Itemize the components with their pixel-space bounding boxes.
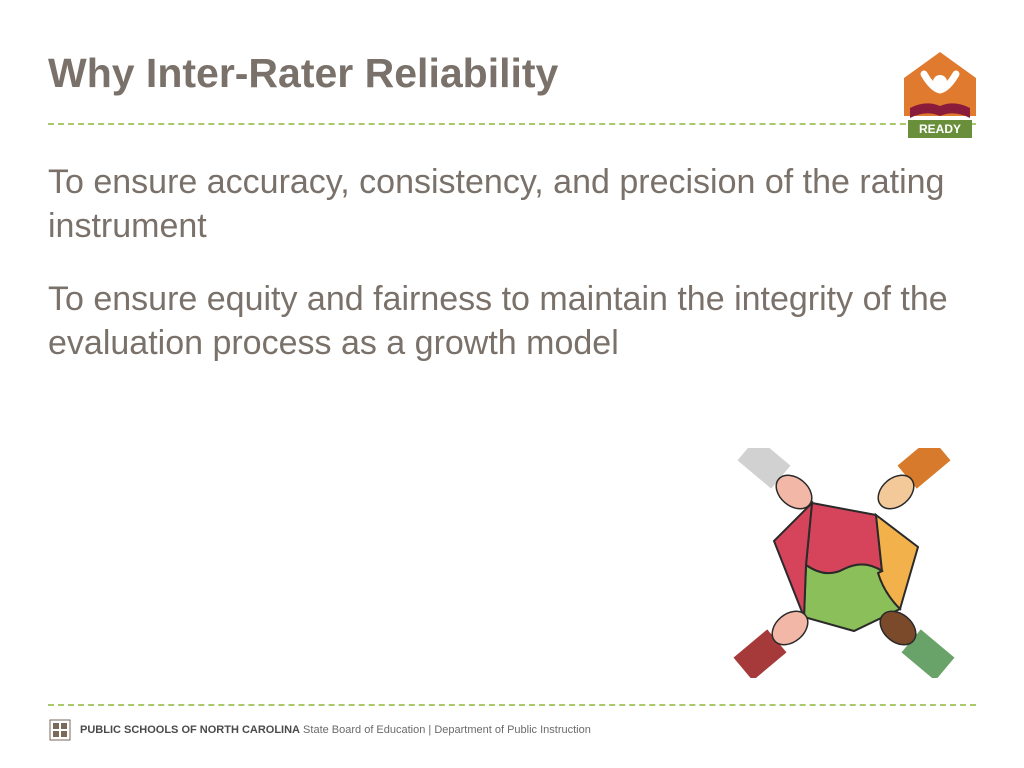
- body-content: To ensure accuracy, consistency, and pre…: [48, 161, 976, 365]
- logo-label: READY: [919, 122, 961, 136]
- footer-org-bold: PUBLIC SCHOOLS OF NORTH CAROLINA: [80, 724, 300, 736]
- footer-org-rest: State Board of Education | Department of…: [300, 724, 591, 736]
- hand-bottom-left: [734, 604, 815, 678]
- footer-text: PUBLIC SCHOOLS OF NORTH CAROLINA State B…: [80, 724, 591, 736]
- ready-logo: READY: [904, 52, 976, 138]
- hand-bottom-right: [874, 604, 955, 678]
- header: Why Inter-Rater Reliability: [48, 50, 976, 115]
- footer-divider: [48, 704, 976, 706]
- footer: PUBLIC SCHOOLS OF NORTH CAROLINA State B…: [48, 718, 591, 742]
- hand-top-right: [872, 448, 951, 516]
- puzzle-hands-illustration: [724, 448, 964, 678]
- footer-seal-icon: [48, 718, 72, 742]
- slide: Why Inter-Rater Reliability READY To ens…: [0, 0, 1024, 768]
- title-divider: [48, 123, 976, 125]
- page-title: Why Inter-Rater Reliability: [48, 50, 558, 97]
- paragraph-2: To ensure equity and fairness to maintai…: [48, 278, 968, 365]
- ready-logo-svg: READY: [904, 52, 976, 138]
- hand-top-left: [738, 448, 819, 516]
- paragraph-1: To ensure accuracy, consistency, and pre…: [48, 161, 968, 248]
